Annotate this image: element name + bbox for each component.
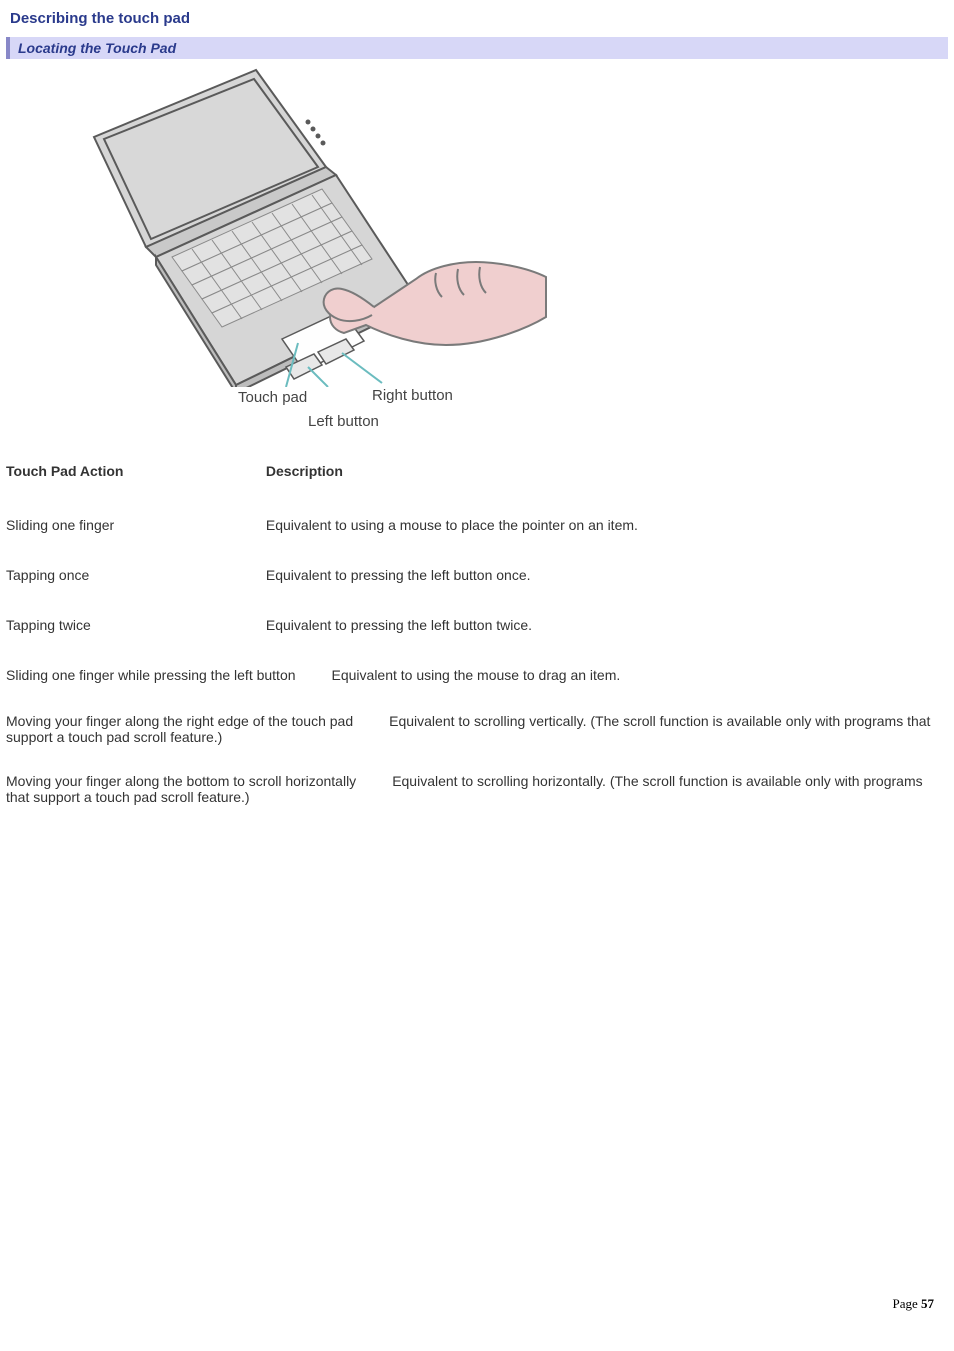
table-cell-action: Moving your finger along the right edge … (6, 713, 353, 729)
label-rightbutton: Right button (372, 387, 453, 404)
page-number: Page 57 (892, 1296, 934, 1312)
table-row: Moving your finger along the right edge … (6, 713, 948, 745)
table-row: Sliding one finger while pressing the le… (6, 667, 948, 683)
label-leftbutton: Left button (308, 413, 379, 430)
table-cell-action: Tapping twice (6, 617, 262, 633)
table-cell-desc: Equivalent to pressing the left button t… (266, 617, 532, 633)
table-cell-desc: Equivalent to using the mouse to drag an… (332, 667, 621, 683)
table-cell-desc: Equivalent to pressing the left button o… (266, 567, 531, 583)
page-label: Page (892, 1296, 921, 1311)
figure-labels: Touch pad Right button Left button (86, 387, 566, 443)
page-number-value: 57 (921, 1296, 934, 1311)
table-cell-action: Tapping once (6, 567, 262, 583)
touchpad-figure: Touch pad Right button Left button (86, 67, 566, 443)
laptop-illustration (86, 67, 566, 387)
table-cell-action: Sliding one finger while pressing the le… (6, 667, 296, 683)
table-cell-action: Moving your finger along the bottom to s… (6, 773, 356, 789)
main-heading: Describing the touch pad (10, 10, 948, 27)
col-header-action: Touch Pad Action (6, 463, 262, 479)
table-cell-desc: Equivalent to using a mouse to place the… (266, 517, 638, 533)
table-row: Moving your finger along the bottom to s… (6, 773, 948, 805)
subheading-bar: Locating the Touch Pad (6, 37, 948, 59)
label-touchpad: Touch pad (238, 389, 307, 406)
table-cell-action: Sliding one finger (6, 517, 262, 533)
col-header-desc: Description (266, 463, 343, 479)
touchpad-actions-table: Touch Pad Action Description Sliding one… (6, 463, 948, 805)
